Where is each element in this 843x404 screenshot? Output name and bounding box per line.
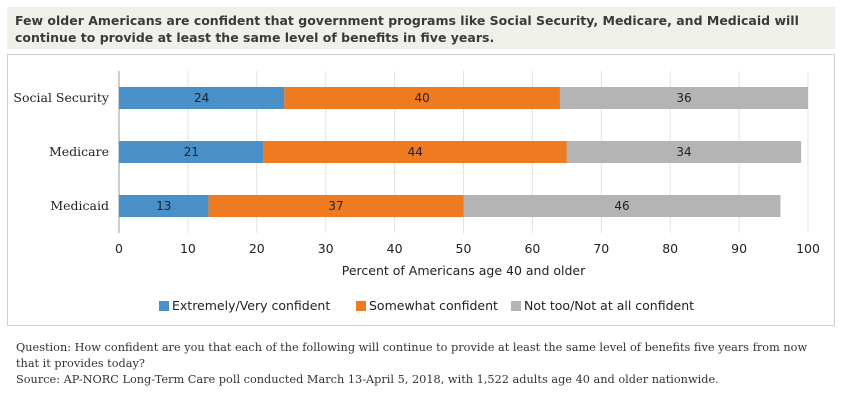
- bar-value-label-0-1: 40: [415, 91, 430, 105]
- legend-label-1: Somewhat confident: [369, 298, 498, 313]
- legend-label-0: Extremely/Very confident: [172, 298, 330, 313]
- chart-title: Few older Americans are confident that g…: [7, 7, 835, 49]
- bar-0-0: [119, 87, 285, 109]
- bar-value-label-2-0: 13: [156, 199, 171, 213]
- category-label-1: Medicare: [49, 144, 109, 159]
- category-label-2: Medicaid: [50, 198, 109, 213]
- chart-frame: Social Security 24 40 36 Medicare 21 44 34 Medic…: [7, 54, 835, 326]
- x-tick-label-70: 70: [593, 241, 609, 256]
- bar-value-label-0-0: 24: [194, 91, 209, 105]
- bar-value-label-2-1: 37: [328, 199, 343, 213]
- chart-notes: Question: How confident are you that eac…: [16, 340, 816, 388]
- legend-label-2: Not too/Not at all confident: [524, 298, 694, 313]
- bar-1-1: [263, 141, 567, 163]
- x-tick-label-100: 100: [796, 241, 820, 256]
- category-label-0: Social Security: [13, 90, 110, 105]
- x-tick-label-50: 50: [456, 241, 472, 256]
- x-tick-label-0: 0: [115, 241, 123, 256]
- bar-2-2: [463, 195, 781, 217]
- bar-value-label-1-2: 34: [676, 145, 691, 159]
- bar-0-2: [559, 87, 808, 109]
- bar-value-label-0-2: 36: [676, 91, 691, 105]
- x-tick-label-20: 20: [249, 241, 265, 256]
- legend-swatch-1: [356, 301, 366, 311]
- x-axis-title: Percent of Americans age 40 and older: [342, 263, 586, 278]
- x-tick-label-60: 60: [524, 241, 540, 256]
- bar-0-1: [284, 87, 560, 109]
- bar-1-0: [119, 141, 264, 163]
- question-note: Question: How confident are you that eac…: [16, 341, 808, 370]
- x-tick-label-40: 40: [387, 241, 403, 256]
- legend-swatch-0: [159, 301, 169, 311]
- source-note: Source: AP-NORC Long-Term Care poll cond…: [16, 373, 719, 386]
- bar-value-label-2-2: 46: [614, 199, 629, 213]
- x-tick-label-10: 10: [180, 241, 196, 256]
- bar-value-label-1-0: 21: [184, 145, 199, 159]
- x-tick-label-30: 30: [318, 241, 334, 256]
- bar-2-1: [208, 195, 464, 217]
- bar-1-2: [566, 141, 802, 163]
- stacked-bar-chart: Social Security 24 40 36 Medicare 21 44 34 Medic…: [13, 71, 820, 313]
- x-tick-label-90: 90: [731, 241, 747, 256]
- x-tick-label-80: 80: [662, 241, 678, 256]
- legend-swatch-2: [511, 301, 521, 311]
- bar-2-0: [119, 195, 209, 217]
- bar-value-label-1-1: 44: [408, 145, 423, 159]
